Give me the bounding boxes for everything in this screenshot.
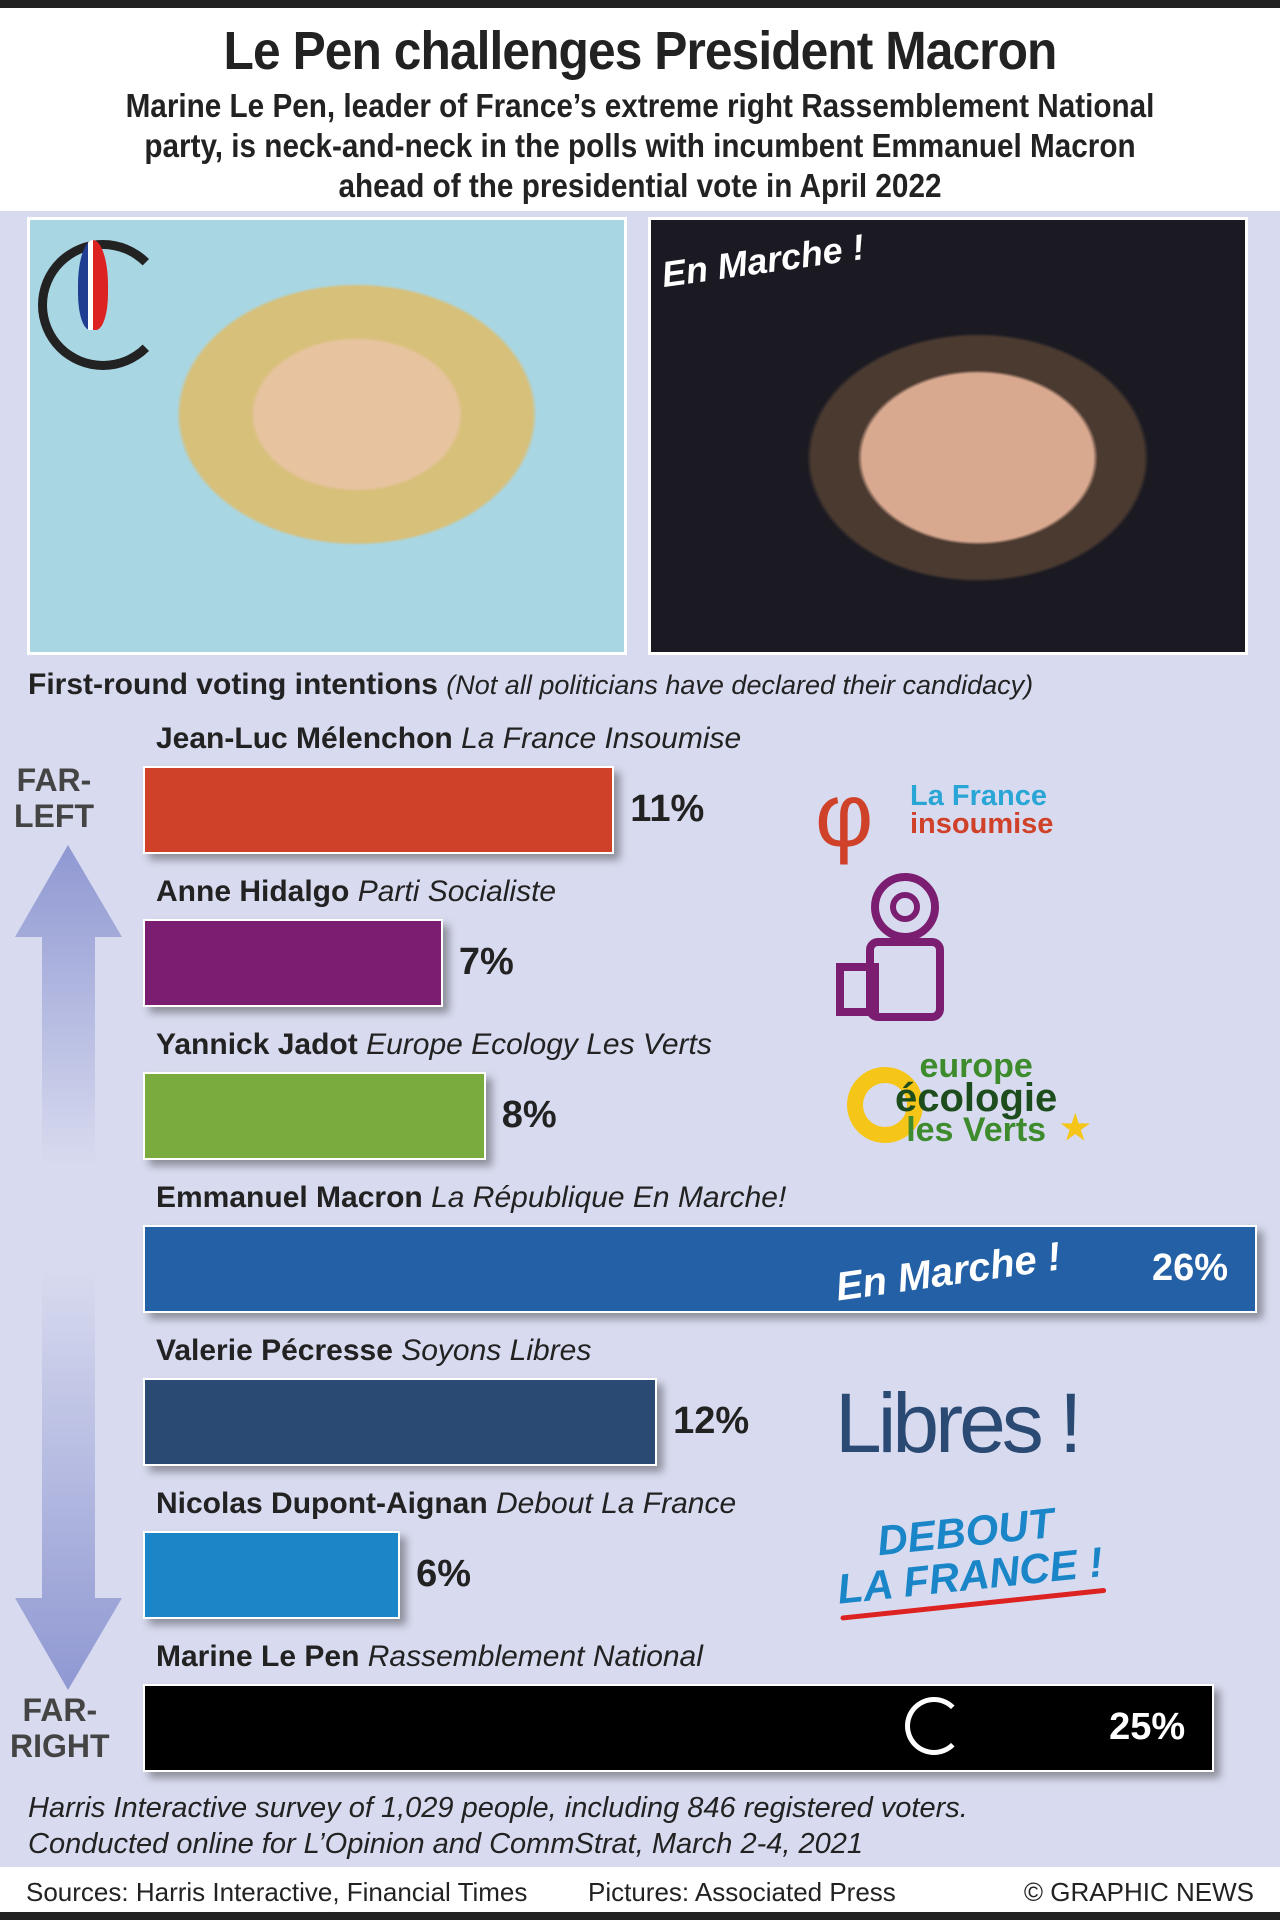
footer: Sources: Harris Interactive, Financial T… — [0, 1867, 1280, 1912]
subtitle-line: party, is neck-and-neck in the polls wit… — [144, 127, 1136, 164]
chart-title-text: First-round voting intentions — [28, 668, 438, 701]
macron-photo: En Marche ! — [648, 217, 1248, 655]
chart-title: First-round voting intentions (Not all p… — [28, 668, 1033, 702]
eelv-logo: europe écologie les Verts — [895, 1047, 1058, 1149]
candidate-label: Anne Hidalgo Parti Socialiste — [156, 875, 556, 909]
value-label: 11% — [630, 788, 705, 830]
party-name: La République En Marche! — [431, 1181, 787, 1214]
candidate-label: Nicolas Dupont-Aignan Debout La France — [156, 1487, 736, 1521]
graphic-news-credit: © GRAPHIC NEWS — [1023, 1877, 1254, 1907]
party-name: Rassemblement National — [367, 1640, 703, 1673]
party-name: Soyons Libres — [401, 1334, 592, 1367]
bar — [143, 766, 615, 854]
page-title: Le Pen challenges President Macron — [223, 21, 1058, 81]
dlf-logo: DEBOUT LA FRANCE ! — [831, 1496, 1107, 1621]
candidate-name: Yannick Jadot — [156, 1028, 358, 1061]
lfi-logo-line: La France — [910, 780, 1047, 812]
eelv-logo-line: écologie — [895, 1076, 1058, 1120]
bar — [143, 919, 443, 1007]
value-label: 25% — [1109, 1706, 1186, 1748]
rn-logo-icon — [38, 240, 168, 370]
candidate-name: Anne Hidalgo — [156, 875, 350, 908]
bar — [143, 1378, 658, 1466]
chart-subtitle: (Not all politicians have declared their… — [446, 670, 1034, 700]
candidate-name: Jean-Luc Mélenchon — [156, 722, 453, 755]
candidate-name: Emmanuel Macron — [156, 1181, 423, 1214]
rn-bar-logo-icon — [905, 1697, 963, 1755]
subtitle: Marine Le Pen, leader of France’s extrem… — [64, 86, 1216, 206]
candidate-name: Nicolas Dupont-Aignan — [156, 1487, 488, 1520]
le-pen-photo — [27, 217, 627, 655]
value-label: 7% — [458, 941, 514, 983]
candidate-label: Valerie Pécresse Soyons Libres — [156, 1334, 591, 1368]
candidate-label: Marine Le Pen Rassemblement National — [156, 1640, 703, 1674]
top-rule — [0, 0, 1280, 8]
far-left-label: FAR- LEFT — [14, 762, 94, 834]
footnote: Harris Interactive survey of 1,029 peopl… — [28, 1790, 968, 1862]
value-label: 12% — [673, 1400, 750, 1442]
bottom-rule — [0, 1912, 1280, 1920]
sources: Sources: Harris Interactive, Financial T… — [26, 1877, 528, 1907]
candidate-name: Valerie Pécresse — [156, 1334, 393, 1367]
bar — [143, 1072, 486, 1160]
bar — [143, 1531, 401, 1619]
en-marche-overlay: En Marche ! — [659, 226, 867, 296]
value-label: 6% — [416, 1553, 471, 1595]
lfi-logo: La France insoumise — [910, 780, 1054, 840]
bar — [143, 1684, 1215, 1772]
party-name: La France Insoumise — [461, 722, 742, 755]
candidate-name: Marine Le Pen — [156, 1640, 360, 1673]
eelv-logo-line: europe — [919, 1047, 1033, 1085]
left-right-arrow-icon — [15, 845, 122, 1690]
party-name: Parti Socialiste — [357, 875, 557, 908]
candidate-label: Yannick Jadot Europe Ecology Les Verts — [156, 1028, 712, 1062]
party-name: Debout La France — [496, 1487, 737, 1520]
ps-fist-rose-icon — [836, 873, 944, 1021]
subtitle-line: ahead of the presidential vote in April … — [338, 167, 942, 204]
candidate-label: Emmanuel Macron La République En Marche! — [156, 1181, 786, 1215]
flame-icon — [78, 240, 108, 330]
lfi-logo-line: insoumise — [910, 808, 1054, 840]
star-icon: ★ — [1060, 1109, 1091, 1147]
value-label: 8% — [501, 1094, 557, 1136]
footnote-line: Conducted online for L’Opinion and CommS… — [28, 1828, 864, 1860]
header: Le Pen challenges President Macron Marin… — [0, 8, 1280, 211]
candidate-label: Jean-Luc Mélenchon La France Insoumise — [156, 722, 741, 756]
far-right-label: FAR- RIGHT — [10, 1692, 110, 1764]
libres-logo: Libres ! — [835, 1376, 1082, 1470]
subtitle-line: Marine Le Pen, leader of France’s extrem… — [125, 87, 1155, 124]
lfi-phi-icon: φ — [815, 766, 874, 866]
bar — [143, 1225, 1257, 1313]
eelv-sun-icon — [847, 1067, 923, 1143]
footnote-line: Harris Interactive survey of 1,029 peopl… — [28, 1792, 968, 1824]
party-name: Europe Ecology Les Verts — [366, 1028, 712, 1061]
value-label: 26% — [1152, 1247, 1229, 1289]
eelv-logo-line: les Verts — [906, 1111, 1047, 1149]
picture-credit: Pictures: Associated Press — [588, 1877, 896, 1907]
